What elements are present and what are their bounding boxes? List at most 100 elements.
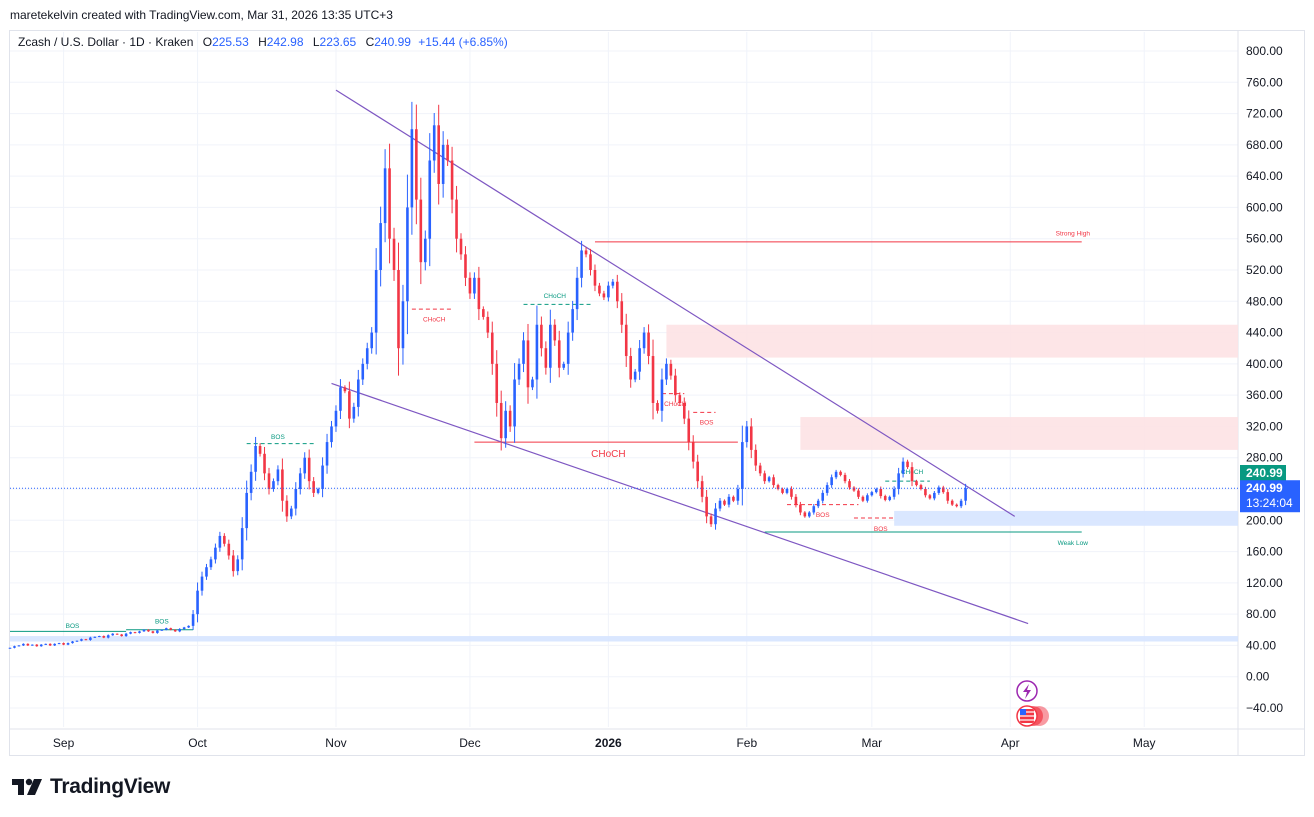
candle bbox=[339, 379, 342, 419]
candle bbox=[624, 313, 628, 367]
candle bbox=[642, 327, 646, 354]
candle bbox=[80, 638, 83, 642]
candle bbox=[848, 478, 851, 490]
candle bbox=[821, 490, 825, 504]
weak-low-label: Weak Low bbox=[1058, 540, 1089, 547]
candle bbox=[13, 645, 16, 649]
candle bbox=[473, 272, 476, 299]
candle bbox=[281, 458, 284, 512]
candle bbox=[352, 402, 356, 423]
choch-main-label: CHoCH bbox=[591, 449, 625, 460]
candle bbox=[115, 633, 119, 635]
candle bbox=[285, 495, 289, 522]
lower-trendline bbox=[331, 382, 1029, 625]
candle bbox=[75, 640, 79, 642]
candle bbox=[102, 635, 106, 639]
candle bbox=[767, 475, 771, 483]
candle bbox=[741, 425, 744, 506]
bos-oct-label: BOS bbox=[271, 434, 285, 441]
candle bbox=[660, 368, 664, 422]
last-high-badge bbox=[1240, 465, 1286, 481]
bos-mar-label: BOS bbox=[874, 526, 888, 533]
candle bbox=[883, 494, 887, 502]
price-tick-label: 600.00 bbox=[1246, 200, 1283, 214]
price-tick-label: 360.00 bbox=[1246, 388, 1283, 402]
candle bbox=[383, 149, 387, 243]
candle bbox=[687, 410, 691, 451]
last-price-badge-value: 240.99 bbox=[1246, 481, 1283, 495]
candle bbox=[526, 323, 530, 404]
candle bbox=[316, 487, 320, 495]
candle bbox=[325, 433, 329, 474]
candle bbox=[638, 340, 641, 380]
symbol-name[interactable]: Zcash / U.S. Dollar · 1D · Kraken bbox=[18, 35, 194, 49]
candle bbox=[928, 494, 932, 500]
candle bbox=[142, 629, 146, 632]
candle bbox=[665, 358, 668, 385]
candle bbox=[910, 462, 914, 487]
candle bbox=[156, 629, 159, 634]
candle bbox=[415, 104, 418, 225]
candle bbox=[428, 133, 432, 267]
candle bbox=[482, 306, 485, 320]
candle bbox=[839, 470, 842, 477]
candle bbox=[508, 405, 512, 432]
close-label: C bbox=[365, 35, 375, 49]
candle bbox=[593, 264, 597, 292]
candle bbox=[861, 495, 865, 503]
candle bbox=[169, 627, 173, 631]
candle bbox=[111, 633, 115, 636]
candle bbox=[173, 629, 177, 632]
candle bbox=[330, 420, 333, 448]
tradingview-logo-icon bbox=[12, 778, 42, 795]
candle bbox=[794, 494, 798, 508]
candle bbox=[647, 324, 650, 365]
price-tick-label: 400.00 bbox=[1246, 357, 1283, 371]
time-tick-label: Feb bbox=[736, 736, 757, 750]
candle bbox=[620, 293, 624, 333]
candle bbox=[53, 643, 56, 646]
candle bbox=[138, 630, 141, 634]
candle bbox=[736, 484, 740, 505]
candle bbox=[187, 625, 190, 628]
candle bbox=[937, 485, 941, 495]
candle bbox=[611, 278, 615, 289]
candle bbox=[562, 361, 566, 370]
us-flag-event-icon bbox=[1016, 705, 1049, 727]
candle bbox=[124, 632, 128, 637]
candle bbox=[763, 470, 766, 484]
close-value: 240.99 bbox=[374, 35, 411, 49]
candle bbox=[160, 629, 164, 631]
candle bbox=[772, 474, 775, 488]
tradingview-logo[interactable]: TradingView bbox=[12, 775, 170, 799]
candle bbox=[26, 643, 30, 646]
candle bbox=[549, 309, 552, 383]
candle bbox=[575, 266, 579, 321]
price-tick-label: 440.00 bbox=[1246, 326, 1283, 340]
choch-dec-label: CHoCH bbox=[544, 293, 567, 300]
candle bbox=[477, 266, 481, 321]
candle bbox=[808, 511, 811, 518]
candle bbox=[602, 290, 606, 301]
candle bbox=[776, 483, 780, 491]
candle bbox=[892, 486, 896, 500]
candle bbox=[816, 498, 820, 509]
candle bbox=[571, 300, 574, 341]
candle bbox=[357, 369, 360, 417]
candle bbox=[446, 139, 449, 166]
candle bbox=[93, 636, 97, 638]
candle bbox=[915, 479, 918, 487]
candle bbox=[410, 101, 414, 235]
price-tick-label: 320.00 bbox=[1246, 419, 1283, 433]
candle bbox=[200, 571, 204, 596]
candle bbox=[682, 397, 686, 425]
candle bbox=[584, 247, 588, 258]
candle bbox=[941, 485, 945, 494]
candle bbox=[656, 400, 659, 414]
candle bbox=[535, 305, 539, 399]
demand-zone-march bbox=[894, 510, 1238, 526]
candle bbox=[240, 517, 244, 571]
candle bbox=[754, 444, 758, 472]
candle bbox=[227, 539, 231, 560]
